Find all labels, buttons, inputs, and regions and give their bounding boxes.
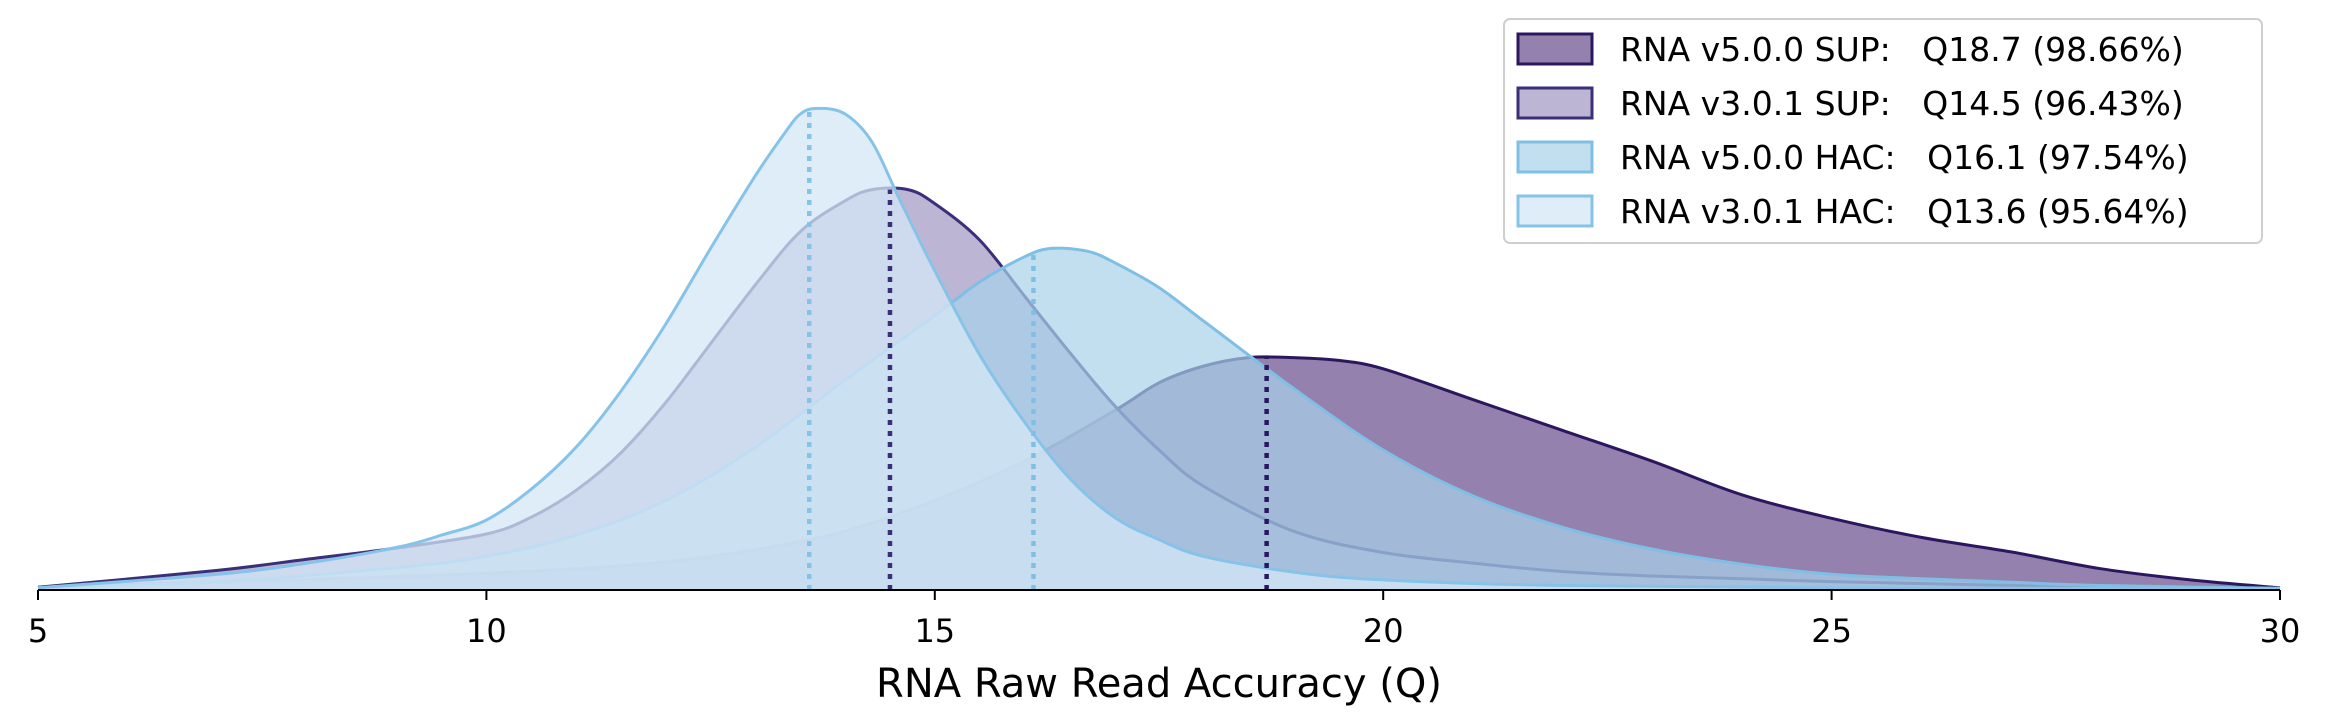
- legend-label-2: RNA v3.0.1 SUP: Q14.5 (96.43%): [1620, 84, 2184, 123]
- legend-label-1: RNA v5.0.0 SUP: Q18.7 (98.66%): [1620, 30, 2184, 69]
- x-tick-label: 25: [1811, 612, 1852, 650]
- x-tick-label: 15: [914, 612, 955, 650]
- legend-swatch-1: [1516, 32, 1594, 66]
- legend-label-4: RNA v3.0.1 HAC: Q13.6 (95.64%): [1620, 192, 2189, 231]
- series-line-4: [37, 106, 2281, 591]
- legend-label-3: RNA v5.0.0 HAC: Q16.1 (97.54%): [1620, 138, 2189, 177]
- legend: RNA v5.0.0 SUP: Q18.7 (98.66%) RNA v3.0.1…: [1503, 18, 2263, 244]
- x-axis-ticks: 5 10 15 20 25 30: [28, 590, 2301, 650]
- x-axis-title: RNA Raw Read Accuracy (Q): [876, 661, 1442, 707]
- legend-swatch-3: [1516, 140, 1594, 174]
- x-tick-label: 30: [2260, 612, 2301, 650]
- plot-area: [37, 106, 2281, 591]
- legend-swatch-4: [1516, 194, 1594, 228]
- x-tick-label: 20: [1363, 612, 1404, 650]
- legend-swatch-2: [1516, 86, 1594, 120]
- x-tick-label: 10: [466, 612, 507, 650]
- series-area-3: [38, 248, 2280, 590]
- series-area-4: [38, 108, 2280, 591]
- x-tick-label: 5: [28, 612, 48, 650]
- legend-frame: [1503, 18, 2263, 244]
